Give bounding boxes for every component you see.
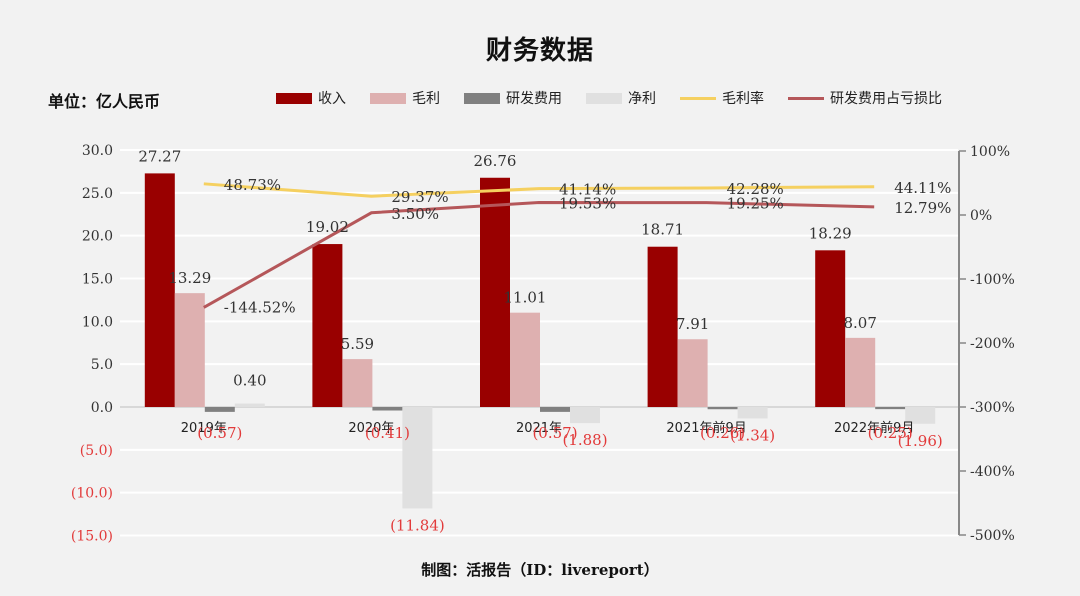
bar [737, 407, 768, 419]
legend-label: 收入 [318, 91, 346, 107]
chart-credit: 制图：活报告（ID：livereport） [421, 561, 659, 579]
legend-item: 研发费用 [454, 88, 562, 108]
revenue-label: 26.76 [474, 152, 517, 170]
rd-loss-ratio-label: 19.25% [727, 195, 784, 213]
category-label: 2022年前9月 [834, 420, 914, 436]
legend-label: 毛利率 [722, 91, 764, 107]
left-axis-tick-label: (15.0) [71, 529, 113, 545]
left-axis-tick-label: 0.0 [91, 400, 113, 416]
bar [510, 312, 540, 407]
legend-label: 毛利 [412, 91, 440, 107]
right-axis-tick-label: 100% [970, 144, 1010, 160]
bar [480, 177, 510, 407]
bar [875, 407, 906, 410]
legend-bar-swatch [586, 92, 622, 104]
revenue-label: 27.27 [138, 147, 181, 165]
legend-item: 净利 [576, 88, 656, 108]
revenue-label: 19.02 [306, 218, 349, 236]
gross-margin-label: 29.37% [391, 188, 448, 206]
legend-label: 研发费用 [506, 91, 562, 107]
net-profit-label: 0.40 [233, 372, 266, 390]
left-axis-tick-label: 30.0 [82, 143, 113, 159]
rd-loss-ratio-label: 19.53% [559, 195, 616, 213]
line-series [203, 201, 875, 309]
gross-margin-label: 42.28% [727, 180, 784, 198]
legend-bar-swatch [464, 92, 500, 104]
left-axis-tick-label: 10.0 [82, 314, 113, 330]
legend-item: 研发费用占亏损比 [778, 88, 942, 108]
net-profit-label: (1.88) [562, 431, 607, 449]
category-label: 2021年 [516, 421, 562, 436]
bar [234, 403, 265, 407]
bar [204, 407, 235, 412]
gross-profit-label: 5.59 [341, 335, 374, 353]
bar [905, 407, 936, 424]
gross-profit-label: 8.07 [843, 314, 876, 332]
bar [540, 407, 570, 412]
rd-loss-ratio-label: 12.79% [894, 199, 951, 217]
gross-margin-label: 41.14% [559, 181, 616, 199]
bar [312, 244, 343, 407]
rd-expense-label: (0.41) [365, 424, 410, 442]
right-axis-tick-label: -500% [970, 528, 1015, 544]
left-axis-tick-label: 25.0 [82, 186, 113, 202]
gross-profit-label: 7.91 [676, 315, 709, 333]
right-axis-tick-label: -300% [970, 400, 1015, 416]
legend-item: 毛利率 [670, 88, 764, 108]
bar [647, 246, 678, 407]
net-profit-label: (1.34) [730, 426, 775, 444]
left-axis-tick-label: (10.0) [71, 486, 113, 502]
rd-expense-label: (0.26) [700, 424, 745, 442]
legend-line-swatch [788, 96, 824, 100]
right-axis-tick-label: 0% [970, 208, 992, 224]
gross-profit-label: 13.29 [168, 269, 211, 287]
rd-expense-label: (0.57) [197, 424, 242, 442]
bar [342, 359, 373, 407]
net-profit-label: (1.96) [898, 432, 943, 450]
gross-margin-label: 48.73% [224, 176, 281, 194]
bar [677, 339, 708, 407]
legend-bar-swatch [276, 92, 312, 104]
revenue-label: 18.71 [641, 221, 684, 239]
legend-label: 净利 [628, 91, 656, 107]
legend-item: 毛利 [360, 88, 440, 108]
revenue-label: 18.29 [809, 224, 852, 242]
rd-expense-label: (0.25) [868, 424, 913, 442]
gross-margin-label: 44.11% [894, 179, 951, 197]
legend-bar-swatch [370, 92, 406, 104]
bar [707, 407, 738, 410]
bar [372, 407, 403, 411]
legend: 收入 毛利 研发费用 净利 毛利率 研发费用占亏损比 [266, 88, 956, 108]
legend-item: 收入 [266, 88, 346, 108]
bar [144, 173, 175, 407]
bar [570, 407, 600, 424]
left-axis-tick-label: (5.0) [80, 443, 113, 459]
legend-label: 研发费用占亏损比 [830, 91, 942, 107]
unit-label: 单位：亿人民币 [48, 92, 161, 111]
rd-loss-ratio-label: 3.50% [391, 205, 439, 223]
right-axis-tick-label: -200% [970, 336, 1015, 352]
right-axis-tick-label: -400% [970, 464, 1015, 480]
left-axis-tick-label: 20.0 [82, 229, 113, 245]
category-label: 2021年前9月 [666, 420, 746, 436]
net-profit-label: (11.84) [390, 516, 445, 534]
bar [815, 250, 846, 407]
rd-expense-label: (0.57) [532, 424, 577, 442]
legend-line-swatch [680, 96, 716, 100]
bar [174, 293, 205, 407]
category-label: 2020年 [348, 421, 394, 436]
gross-profit-label: 11.01 [504, 289, 547, 307]
category-label: 2019年 [181, 421, 227, 436]
left-axis-tick-label: 15.0 [82, 272, 113, 288]
bar [845, 337, 876, 407]
bar [402, 407, 433, 509]
line-series [203, 182, 875, 198]
left-axis-tick-label: 5.0 [91, 357, 113, 373]
chart-title: 财务数据 [485, 36, 594, 66]
right-axis-tick-label: -100% [970, 272, 1015, 288]
rd-loss-ratio-label: -144.52% [224, 298, 296, 316]
